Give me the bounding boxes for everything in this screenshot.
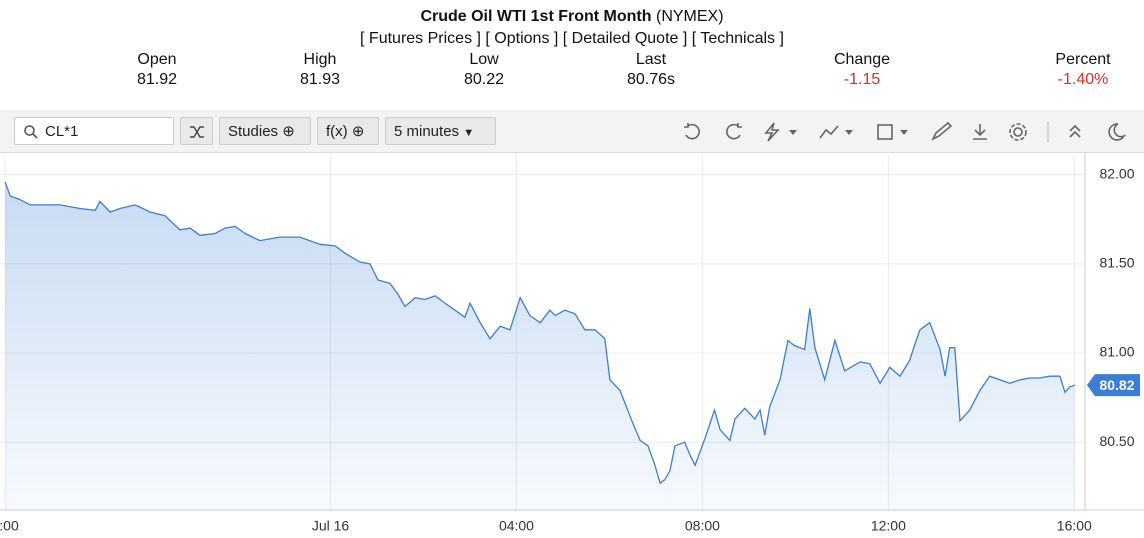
x-tick-label: 7:00 [0,518,19,534]
title: Crude Oil WTI 1st Front Month [420,8,652,25]
y-tick-label: 82.00 [1099,165,1134,181]
quote: Change -1.15 [792,50,932,90]
quote-value: 80.76s [626,71,676,88]
button-label: Studies [228,123,279,140]
last-price-tag [1087,374,1140,397]
y-tick-label: 81.50 [1099,255,1134,271]
toolbar-icons [684,121,1127,142]
quote: Percent -1.40% [1013,50,1144,90]
last-price-label: 80.82 [1099,377,1134,393]
quote-value: 80.22 [463,71,505,88]
x-tick-label: Jul 16 [312,518,350,534]
x-tick-label: 04:00 [499,518,534,534]
link[interactable]: [ Futures Prices ] [360,30,481,47]
exchange: (NYMEX) [655,8,724,25]
icon [190,126,204,138]
x-tick-label: 08:00 [685,518,720,534]
interval-select[interactable]: 5 minutes ▼ [385,117,496,145]
quote-label: Last [635,51,667,68]
price-line [4,181,1076,485]
studies-button[interactable]: Studies ⊕ [219,117,311,145]
quote-label: Percent [1055,51,1111,68]
quote: Low 80.22 [414,50,554,90]
y-tick-label: 80.50 [1099,433,1134,449]
symbol: CL*1 [45,123,79,140]
link[interactable]: [ Technicals ] [691,30,784,47]
toolbar: CL*1 Studies ⊕ f(x) ⊕ 5 minutes ▼ [0,110,1144,153]
button-label: f(x) [326,123,348,140]
link[interactable]: [ Options ] [485,30,559,47]
search-icon [24,125,38,139]
button-label: 5 minutes [394,123,460,140]
links: [ Futures Prices ] [ Options ] [ Detaile… [0,30,1144,48]
compare-button[interactable] [180,117,213,145]
y-tick-label: 81.00 [1099,344,1134,360]
quote-label: Open [137,51,177,68]
x-tick-label: 12:00 [871,518,906,534]
symbol-search[interactable]: CL*1 [14,117,174,145]
quote-label: High [303,51,337,68]
quote-label: Change [833,51,891,68]
quote-value: -1.15 [843,71,881,88]
quote-value: -1.40% [1057,71,1109,88]
area [5,181,1075,511]
x-tick-label: 16:00 [1057,518,1092,534]
quote: High 81.93 [250,50,390,90]
quote: Open 81.92 [87,50,227,90]
quote-label: Low [469,51,499,68]
chart: 80.50 81.00 81.50 82.00 7:00 Jul 16 04:00 08:00… [0,152,1144,534]
link[interactable]: [ Detailed Quote ] [562,30,688,47]
title-line: Crude Oil WTI 1st Front Month (NYMEX) [0,8,1144,26]
quote-value: 81.92 [136,71,178,88]
quote: Last 80.76s [581,50,721,90]
quote-value: 81.93 [299,71,341,88]
function-button[interactable]: f(x) ⊕ [317,117,379,145]
